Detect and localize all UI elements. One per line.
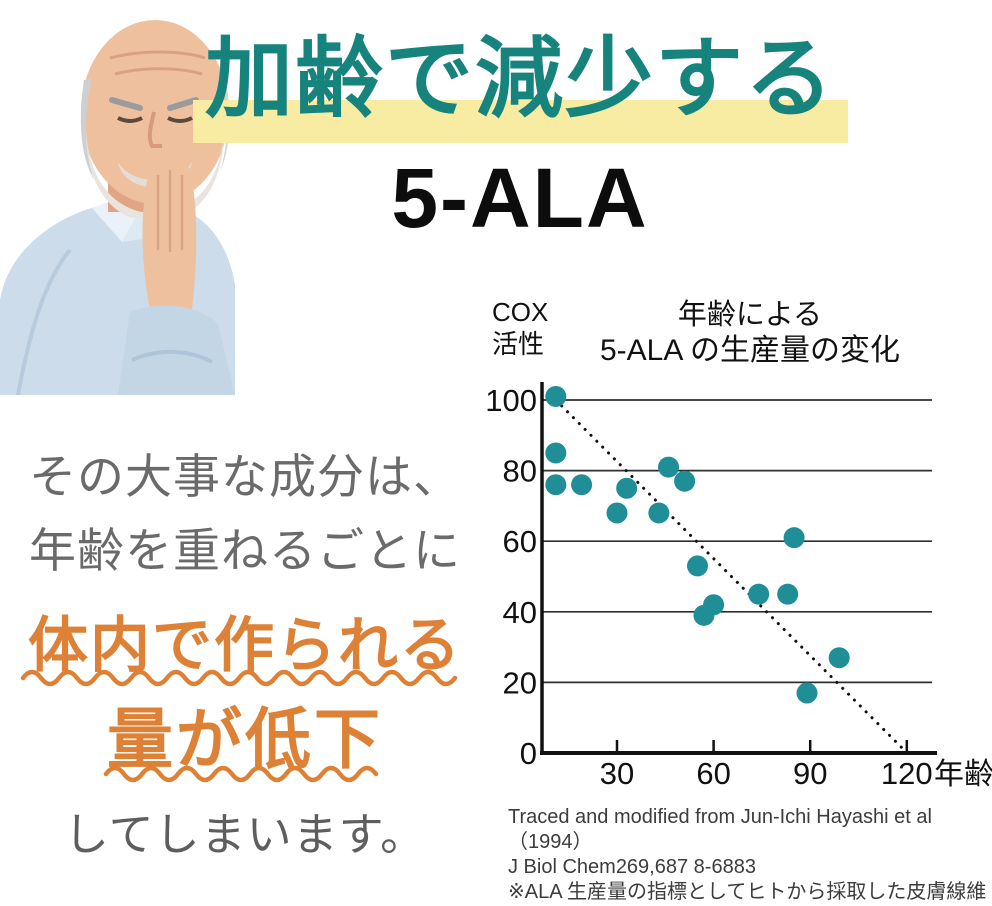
message-closing: してしまいます。 xyxy=(63,809,427,860)
data-point xyxy=(616,477,638,499)
chart-title: 年齢による 5-ALA の生産量の変化 xyxy=(545,298,955,370)
scatter-plot: 30 60 90 120 0 20 40 60 80 100 年齢 xyxy=(485,382,992,791)
eyebrow xyxy=(167,97,199,111)
wrinkle xyxy=(114,67,203,76)
y-tick-label: 100 xyxy=(485,383,537,418)
wavy-underline xyxy=(103,765,379,783)
y-axis-unit-line1: COX xyxy=(492,297,549,327)
emphasis-line-1: 体内で作られる xyxy=(28,612,462,679)
data-point xyxy=(606,502,628,524)
wavy-underline xyxy=(20,669,458,687)
x-tick-label: 60 xyxy=(696,756,730,791)
eye xyxy=(117,116,143,123)
data-point xyxy=(674,470,696,492)
fingers xyxy=(156,170,184,252)
hair xyxy=(80,78,94,180)
y-tick-label: 40 xyxy=(503,595,537,630)
data-point xyxy=(777,583,799,605)
data-point xyxy=(658,456,680,478)
data-point xyxy=(828,647,850,669)
y-tick-label: 0 xyxy=(520,736,537,771)
y-tick-label: 20 xyxy=(503,665,537,700)
message-line-1: その大事な成分は、 xyxy=(29,450,461,503)
x-tick-label: 30 xyxy=(600,756,634,791)
sleeve-fold xyxy=(131,350,213,364)
data-point xyxy=(545,442,567,464)
eye xyxy=(167,116,193,123)
data-point xyxy=(703,594,725,616)
y-axis-unit-line2: 活性 xyxy=(492,329,545,359)
data-point xyxy=(796,682,818,704)
x-tick-label: 90 xyxy=(793,756,827,791)
headline-highlight xyxy=(193,100,848,143)
headline: 加齢で減少する xyxy=(204,29,835,128)
wrinkle xyxy=(109,50,206,60)
shirt-fold xyxy=(16,248,72,395)
data-point xyxy=(648,502,670,524)
data-point xyxy=(748,583,770,605)
subheadline-5ala: 5-ALA xyxy=(391,151,649,245)
emphasis-line-2: 量が低下 xyxy=(107,702,383,776)
nose xyxy=(147,111,162,148)
source-note: Traced and modified from Jun-Ichi Hayash… xyxy=(508,805,990,906)
x-axis-label: 年齢 xyxy=(934,758,992,791)
data-point xyxy=(571,474,593,496)
data-point xyxy=(687,555,708,577)
message-line-2: 年齢を重ねるごとに xyxy=(29,524,461,577)
eyebrow xyxy=(109,97,143,111)
data-point xyxy=(545,474,567,496)
y-axis-unit-label: COX 活性 xyxy=(492,296,548,360)
trend-line xyxy=(554,398,906,751)
x-tick-label: 120 xyxy=(881,756,933,791)
y-tick-label: 80 xyxy=(503,454,537,489)
chart-title-line2: 5-ALA の生産量の変化 xyxy=(599,334,901,367)
source-line: ※ALA 生産量の指標としてヒトから採取した皮膚線維芽細胞 xyxy=(508,881,987,903)
data-point xyxy=(783,527,805,549)
source-line: Traced and modified from Jun-Ichi Hayash… xyxy=(508,806,932,853)
head xyxy=(81,20,229,204)
chart-title-line1: 年齢による xyxy=(677,299,823,331)
data-point xyxy=(545,385,567,407)
source-line: J Biol Chem269,687 8-6883 xyxy=(508,856,756,878)
y-tick-label: 60 xyxy=(503,524,537,559)
